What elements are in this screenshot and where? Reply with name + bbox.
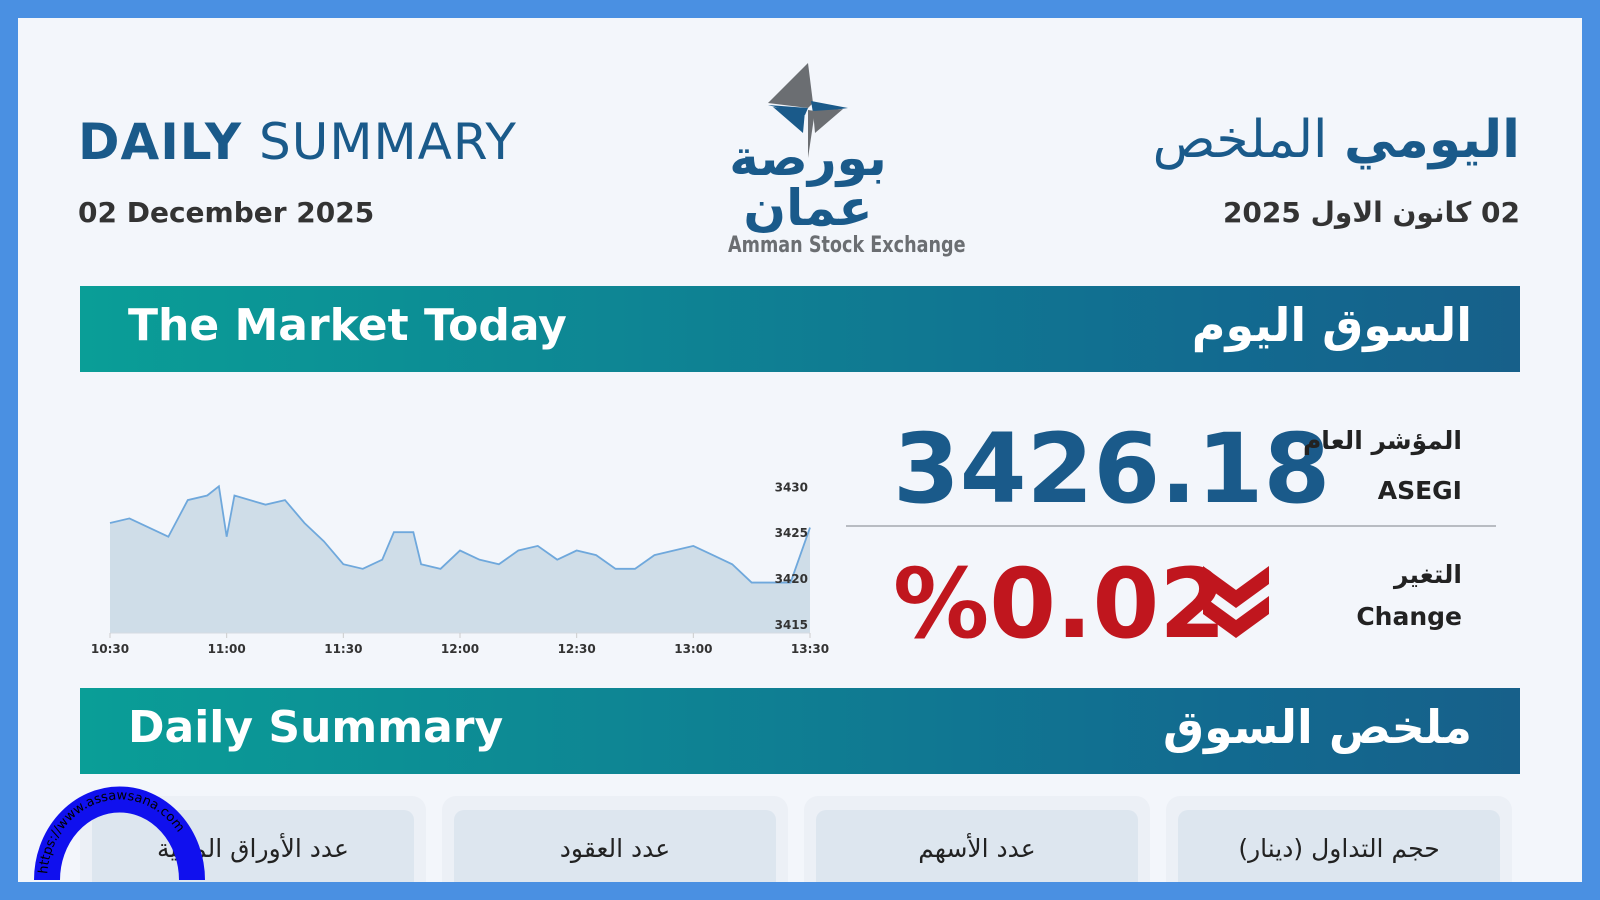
daily-summary-en: Daily Summary: [128, 702, 504, 753]
daily-summary-page: DAILY SUMMARY 02 December 2025 اليومي ال…: [18, 18, 1582, 882]
x-tick-label: 11:00: [208, 642, 246, 656]
title-ar-bold: اليومي: [1344, 110, 1520, 170]
logo-arabic: بورصة عمان: [729, 129, 887, 237]
chart-area: [110, 486, 810, 633]
card-label: حجم التداول (دينار): [1238, 834, 1440, 863]
x-tick-label: 12:00: [441, 642, 479, 656]
x-tick-label: 11:30: [324, 642, 362, 656]
change-label-ar: التغير: [1393, 560, 1462, 589]
y-tick-label: 3430: [775, 480, 808, 494]
index-label-en: ASEGI: [1377, 476, 1462, 505]
divider: [846, 525, 1496, 527]
market-today-ar: السوق اليوم: [1191, 298, 1472, 352]
card-shares-count: عدد الأسهم: [804, 796, 1150, 882]
change-value: %0.02: [893, 548, 1227, 660]
index-intraday-chart: 10:30 11:00 11:30 12:00 12:30 13:00 13:30 3415 3…: [91, 480, 829, 656]
card-label: عدد العقود: [559, 834, 671, 863]
market-today-en: The Market Today: [128, 300, 567, 351]
watermark-arc: https://www.assawsana.com: [34, 786, 205, 880]
card-contracts-count: عدد العقود: [442, 796, 788, 882]
y-tick-label: 3415: [775, 618, 808, 632]
index-label-ar: المؤشر العام: [1302, 426, 1462, 455]
change-label-en: Change: [1356, 602, 1462, 631]
star-logo-icon: [768, 63, 848, 158]
x-tick-label: 13:00: [674, 642, 712, 656]
market-today-banner: The Market Today السوق اليوم: [80, 286, 1520, 372]
title-en-rest: SUMMARY: [259, 113, 517, 171]
logo-english: Amman Stock Exchange: [728, 233, 966, 258]
card-trading-value: حجم التداول (دينار): [1166, 796, 1512, 882]
index-value: 3426.18: [893, 413, 1331, 525]
date-ar: 02 كانون الاول 2025: [1222, 196, 1520, 229]
date-en: 02 December 2025: [78, 196, 375, 229]
x-tick-label: 10:30: [91, 642, 129, 656]
y-tick-label: 3425: [775, 526, 808, 540]
title-en-bold: DAILY: [78, 113, 243, 171]
title-ar: اليومي الملخص: [1153, 110, 1520, 170]
x-tick-label: 12:30: [558, 642, 596, 656]
ase-logo: بورصة عمان Amman Stock Exchange: [708, 63, 966, 258]
daily-summary-ar: ملخص السوق: [1163, 700, 1472, 754]
card-label: عدد الأسهم: [918, 834, 1036, 863]
title-ar-light: الملخص: [1152, 110, 1328, 170]
chart-line: [109, 484, 811, 584]
daily-summary-banner: Daily Summary ملخص السوق: [80, 688, 1520, 774]
title-en: DAILY SUMMARY: [78, 113, 517, 171]
x-tick-label: 13:30: [791, 642, 829, 656]
double-chevron-down-icon: [1203, 566, 1269, 638]
y-tick-label: 3420: [775, 572, 808, 586]
